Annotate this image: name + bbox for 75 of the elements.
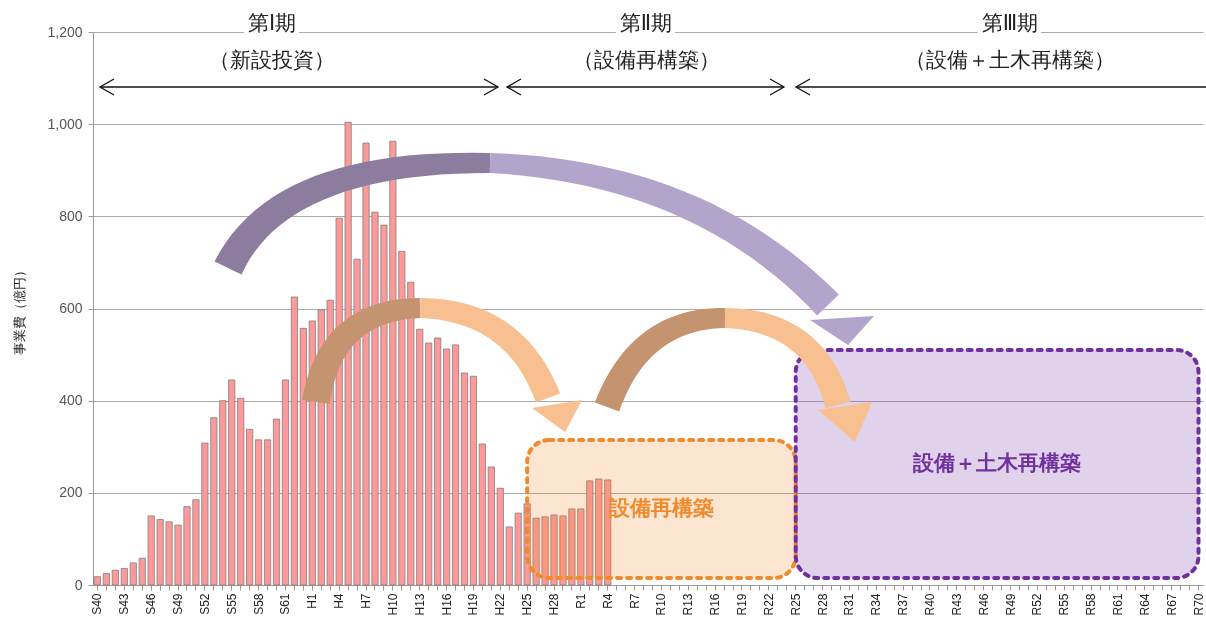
x-tick-label: H19 <box>466 593 481 616</box>
annotation: 第Ⅱ期 <box>619 11 673 34</box>
x-tick-label: S61 <box>278 593 293 615</box>
annotation: （設備再構築） <box>572 48 720 71</box>
bar <box>434 337 442 586</box>
y-tick-label: 200 <box>59 484 83 501</box>
x-tick-label: H22 <box>493 593 508 616</box>
y-tick-label: 600 <box>59 300 83 316</box>
x-tick-label: R28 <box>815 593 830 616</box>
x-tick-label: R4 <box>600 593 615 609</box>
x-tick-label: R43 <box>949 593 964 616</box>
x-tick-label: R10 <box>654 593 669 616</box>
x-tick-label: S46 <box>144 593 159 615</box>
x-tick-label: S40 <box>90 593 105 615</box>
x-tick-label: H16 <box>439 593 454 616</box>
annotation: （新設投資） <box>209 48 335 71</box>
x-tick-label: H1 <box>305 593 320 609</box>
x-tick-label: R31 <box>842 593 857 616</box>
x-tick-label: S52 <box>197 593 212 615</box>
bar <box>452 344 460 586</box>
bar <box>487 466 495 586</box>
x-tick-label: R52 <box>1030 593 1045 616</box>
bar <box>281 379 289 586</box>
x-tick-label: R13 <box>681 593 696 616</box>
y-tick-label: 0 <box>74 576 83 593</box>
x-tick-label: H4 <box>332 593 347 609</box>
y-axis-title: 事業費（億円） <box>12 263 28 355</box>
x-tick-label: H28 <box>547 593 562 616</box>
x-tick-label: R67 <box>1164 593 1179 616</box>
x-tick-label: S49 <box>171 593 186 615</box>
bar <box>246 428 254 586</box>
bar <box>255 439 263 586</box>
x-tick-label: R22 <box>761 593 776 616</box>
bar <box>111 569 119 586</box>
x-tick-label: R49 <box>1003 593 1018 616</box>
x-tick-label: R55 <box>1057 593 1072 616</box>
x-tick-label: R37 <box>896 593 911 616</box>
x-tick-label: R70 <box>1191 593 1206 616</box>
x-tick-label: H13 <box>412 593 427 616</box>
annotation: 第Ⅰ期 <box>247 11 297 34</box>
annotation: 第Ⅲ期 <box>981 11 1039 34</box>
bar <box>443 348 451 586</box>
bar <box>290 296 298 586</box>
band-label: 設備＋土木再構築 <box>912 451 1082 474</box>
x-tick-label: R19 <box>734 593 749 616</box>
x-tick-label: S43 <box>117 593 132 615</box>
bar <box>102 573 110 586</box>
x-tick-label: R40 <box>922 593 937 616</box>
bar <box>469 375 477 586</box>
y-tick-label: 1,000 <box>47 115 83 132</box>
x-tick-label: R25 <box>788 593 803 616</box>
x-tick-label: R34 <box>869 593 884 616</box>
bar <box>272 418 281 586</box>
x-tick-label: R61 <box>1110 593 1125 616</box>
x-tick-label: H7 <box>359 593 374 609</box>
band-label: 設備再構築 <box>607 496 714 519</box>
bar <box>93 576 102 586</box>
x-tick-label: R16 <box>708 593 723 616</box>
x-tick-label: S58 <box>251 593 266 615</box>
x-tick-label: R58 <box>1084 593 1099 616</box>
x-tick-label: R64 <box>1137 593 1152 616</box>
y-tick-label: 400 <box>59 392 83 409</box>
x-tick-label: R7 <box>627 593 642 609</box>
y-tick-label: 800 <box>59 207 83 224</box>
x-tick-label: S55 <box>224 593 239 615</box>
x-tick-label: H10 <box>385 593 400 616</box>
annotation: （設備＋土木再構築） <box>905 48 1115 71</box>
bar <box>478 443 486 586</box>
bar <box>460 372 469 586</box>
x-tick-label: R1 <box>573 593 588 609</box>
y-tick-label: 1,200 <box>47 23 83 40</box>
x-tick-label: H25 <box>520 593 535 616</box>
bar <box>264 439 272 586</box>
bar <box>299 327 307 586</box>
x-tick-label: R46 <box>976 593 991 616</box>
